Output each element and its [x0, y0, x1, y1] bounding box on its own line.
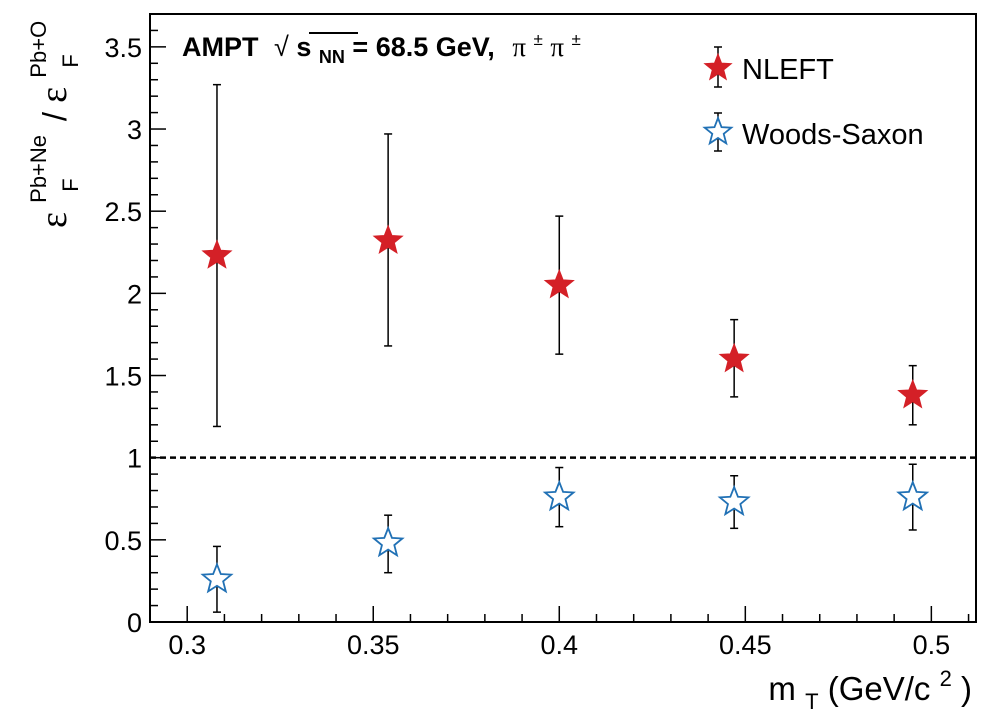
header-energy-value: = 68.5 GeV, — [352, 32, 494, 62]
woods-saxon-point — [371, 525, 405, 558]
header-energy-sub: NN — [319, 47, 345, 67]
header-energy-var: s — [296, 32, 311, 62]
nleft-point — [897, 378, 929, 409]
header-particle-1: π — [512, 32, 526, 62]
error-bars — [212, 83, 917, 613]
nleft-point — [201, 239, 233, 269]
y-tick-label: 0 — [127, 608, 142, 638]
plot-frame — [149, 13, 977, 623]
y-tick-label: 3.5 — [104, 33, 142, 63]
axis-tick-labels: 0.3 0.35 0.4 0.45 0.5 0 0.5 1 1.5 2 2.5 3 3.5 — [104, 33, 950, 660]
header-particle-sup-1: ± — [533, 30, 542, 49]
nleft-point — [718, 342, 750, 373]
y-axis-title: ε Pb+Ne F / ε Pb+O F — [16, 12, 85, 228]
nleft-point — [543, 268, 575, 299]
y-axis-title-den-symbol: ε — [33, 87, 75, 103]
legend-label-nleft: NLEFT — [742, 54, 834, 86]
y-tick-label: 2.5 — [104, 197, 142, 227]
x-axis-title: m T (GeV/c 2 ) — [768, 656, 972, 715]
woods-saxon-point — [542, 479, 576, 512]
woods-saxon-point — [200, 561, 234, 594]
y-tick-label: 0.5 — [104, 526, 142, 556]
x-axis-title-sub: T — [805, 689, 818, 714]
legend-woods-saxon-marker — [702, 115, 734, 146]
x-axis-title-unit-close: ) — [961, 670, 972, 707]
y-tick-label: 3 — [127, 115, 142, 145]
woods-saxon-point — [717, 484, 751, 517]
y-axis-title-num-symbol: ε — [33, 212, 75, 228]
legend: NLEFT Woods-Saxon — [702, 46, 924, 152]
sqrt-symbol: √ — [274, 32, 289, 62]
x-tick-label: 0.4 — [541, 630, 579, 660]
header-particle-2: π — [550, 32, 564, 62]
y-axis-title-den-sub: F — [58, 54, 83, 67]
y-tick-label: 2 — [127, 279, 142, 309]
x-axis-title-unit-sup: 2 — [940, 666, 952, 691]
woods-saxon-point — [896, 479, 930, 512]
header-particle-sup-2: ± — [571, 30, 580, 49]
data-markers — [200, 224, 930, 594]
y-tick-label: 1 — [127, 444, 142, 474]
x-axis-title-base: m — [768, 670, 796, 707]
x-tick-label: 0.5 — [913, 630, 951, 660]
x-tick-label: 0.3 — [168, 630, 206, 660]
y-axis-title-num-sup: Pb+Ne — [26, 135, 51, 203]
y-axis-title-slash: / — [36, 111, 73, 121]
y-axis-title-den-sup: Pb+O — [26, 21, 51, 78]
chart-header: AMPT √ s NN = 68.5 GeV, π ± π ± — [182, 21, 581, 69]
header-generator: AMPT — [182, 32, 259, 62]
x-axis-title-unit-open: (GeV/c — [828, 670, 931, 707]
legend-label-woods-saxon: Woods-Saxon — [742, 119, 924, 151]
y-axis-title-num-sub: F — [58, 178, 83, 191]
x-tick-label: 0.35 — [347, 630, 400, 660]
x-tick-label: 0.45 — [719, 630, 772, 660]
nleft-point — [372, 224, 404, 255]
y-tick-label: 1.5 — [104, 362, 142, 392]
legend-nleft-marker — [703, 52, 733, 81]
